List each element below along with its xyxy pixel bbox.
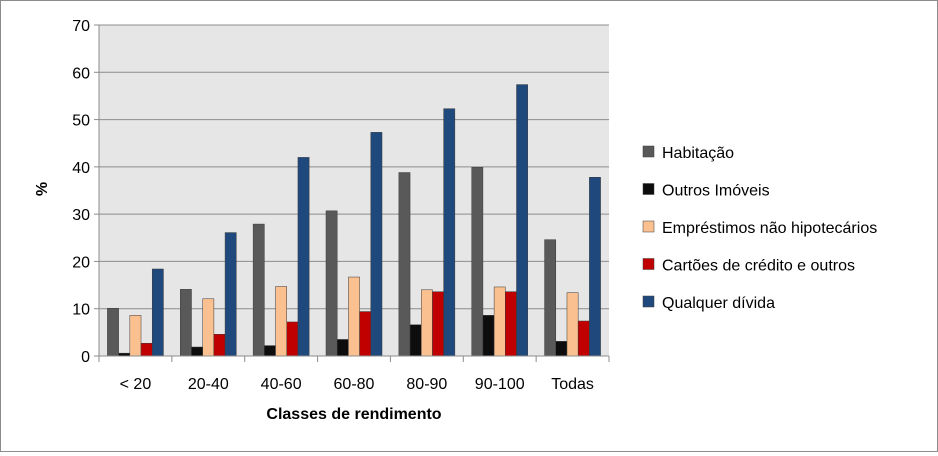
bar-4-3 xyxy=(286,321,299,357)
y-tick-label: 10 xyxy=(72,302,90,319)
y-tick-label: 20 xyxy=(72,254,90,271)
legend-swatch xyxy=(642,220,655,233)
legend-label: Empréstimos não hipotecários xyxy=(662,220,877,237)
bar-3-4 xyxy=(348,276,360,357)
legend: Habitação Outros Imóveis Empréstimos não h… xyxy=(642,145,877,312)
x-tick-label: 80-90 xyxy=(406,376,447,393)
legend-swatch xyxy=(642,145,655,158)
bar-5-4 xyxy=(370,132,383,357)
bar-4-5 xyxy=(432,291,444,357)
bar-1-7 xyxy=(544,239,557,357)
bar-2-5 xyxy=(409,324,422,357)
bar-5-3 xyxy=(297,157,310,357)
x-tick-label: < 20 xyxy=(120,376,152,393)
y-tick-label: 70 xyxy=(72,18,90,35)
bar-3-7 xyxy=(566,292,579,357)
bar-1-2 xyxy=(180,289,192,357)
bar-5-2 xyxy=(224,232,237,357)
bar-2-6 xyxy=(482,315,495,357)
legend-label: Habitação xyxy=(662,145,734,162)
bar-2-2 xyxy=(191,346,203,357)
legend-label: Qualquer dívida xyxy=(662,295,775,312)
y-axis-title: % xyxy=(34,182,51,196)
legend-label: Outros Imóveis xyxy=(662,183,770,200)
bar-4-7 xyxy=(577,320,590,357)
bar-3-3 xyxy=(275,286,287,357)
bar-2-4 xyxy=(336,339,349,357)
bar-2-3 xyxy=(264,345,276,357)
bars xyxy=(107,84,601,357)
bar-3-5 xyxy=(421,289,433,357)
bar-4-2 xyxy=(213,333,226,357)
y-tick-label: 0 xyxy=(81,349,90,366)
legend-swatch xyxy=(642,183,655,195)
bar-5-1 xyxy=(151,268,164,357)
bar-5-7 xyxy=(589,177,601,357)
axes: 0 10 20 30 40 50 60 70 < 20 20-40 40-60 60-80 80-90 9… xyxy=(72,18,610,393)
x-tick-label: 60-80 xyxy=(334,376,375,393)
legend-label: Cartões de crédito e outros xyxy=(662,258,855,275)
bar-1-6 xyxy=(471,167,484,357)
bar-4-4 xyxy=(359,311,372,357)
bar-3-2 xyxy=(202,298,215,357)
x-tick-label: Todas xyxy=(551,376,594,393)
x-axis-title: Classes de rendimento xyxy=(266,406,441,423)
y-tick-label: 40 xyxy=(72,160,90,177)
bar-1-3 xyxy=(252,223,265,357)
legend-swatch xyxy=(642,295,655,308)
bar-2-7 xyxy=(555,341,568,357)
x-tick-label: 20-40 xyxy=(188,376,229,393)
bar-1-5 xyxy=(398,172,411,357)
x-tick-label: 90-100 xyxy=(475,376,525,393)
legend-swatch xyxy=(642,258,655,270)
bar-5-5 xyxy=(443,108,456,357)
bar-4-1 xyxy=(140,342,153,357)
bar-4-6 xyxy=(505,291,517,357)
bar-1-1 xyxy=(107,307,119,357)
y-tick-label: 60 xyxy=(72,65,90,82)
y-tick-label: 30 xyxy=(72,207,90,224)
bar-3-1 xyxy=(129,315,142,357)
bar-3-6 xyxy=(493,286,506,357)
bar-1-4 xyxy=(325,210,338,357)
bar-5-6 xyxy=(516,84,528,357)
y-tick-label: 50 xyxy=(72,113,90,130)
x-tick-label: 40-60 xyxy=(261,376,302,393)
